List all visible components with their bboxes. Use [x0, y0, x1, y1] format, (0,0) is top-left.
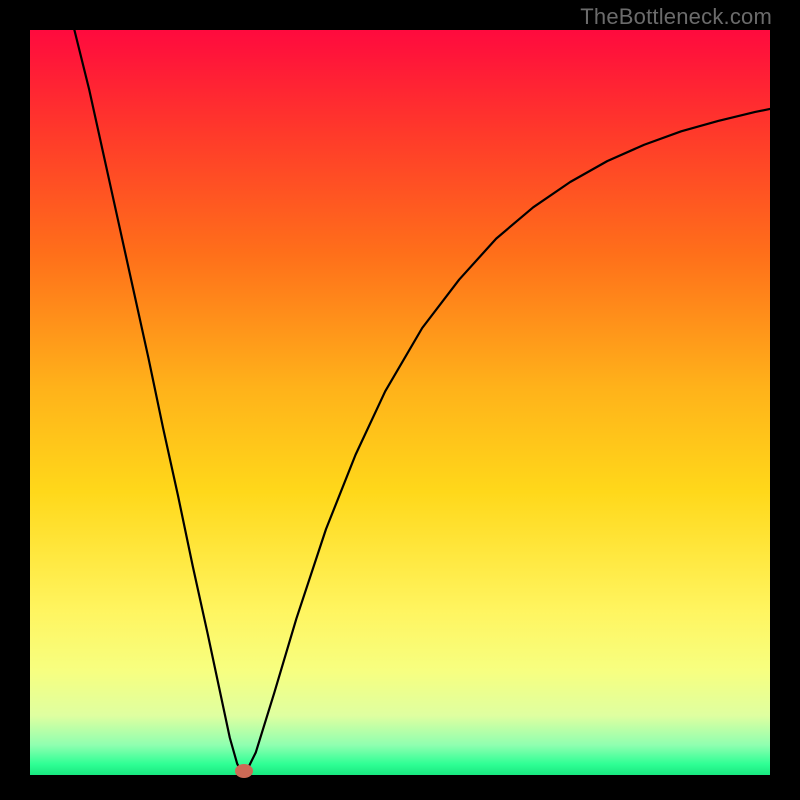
curve-right-branch	[246, 109, 770, 772]
watermark-text: TheBottleneck.com	[580, 4, 772, 30]
bottleneck-curve	[30, 30, 770, 775]
optimum-marker	[235, 764, 253, 778]
curve-left-branch	[74, 30, 241, 772]
chart-stage: TheBottleneck.com	[0, 0, 800, 800]
plot-area	[30, 30, 770, 775]
